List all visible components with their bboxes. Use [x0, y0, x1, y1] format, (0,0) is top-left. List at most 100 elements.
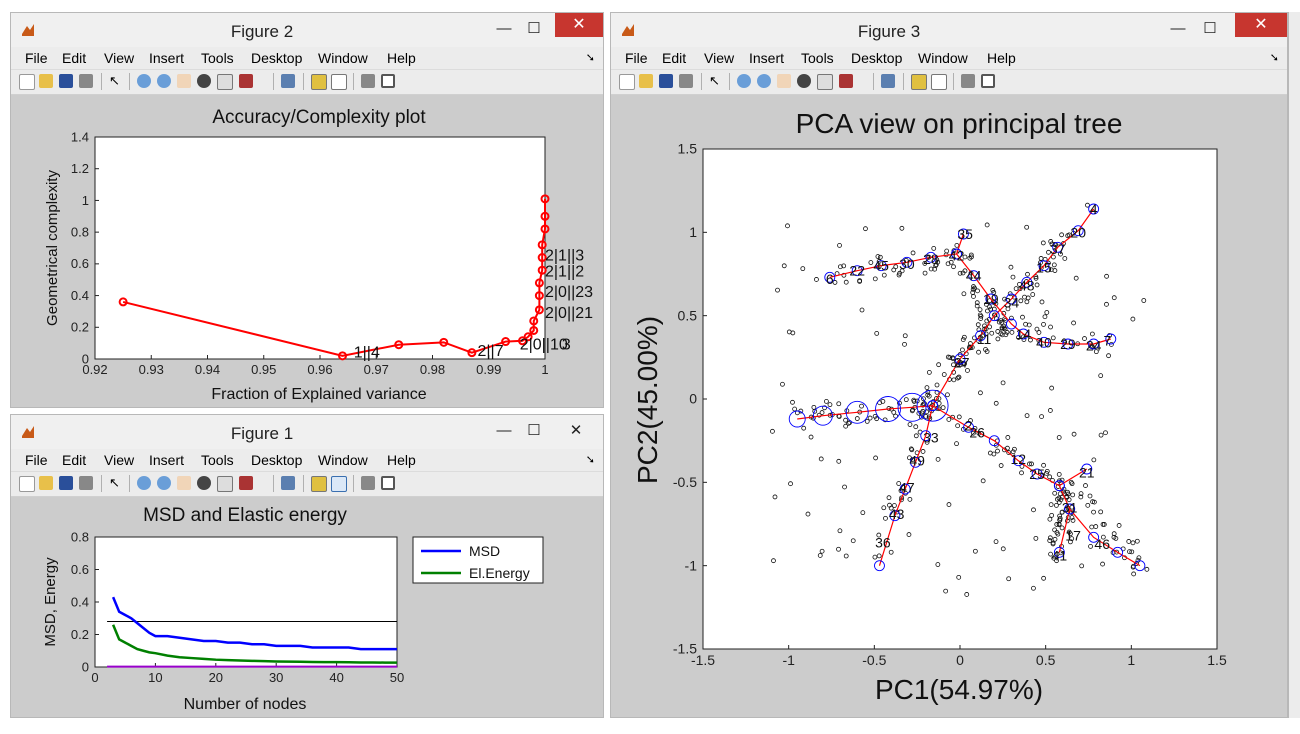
- pointer-icon[interactable]: ↖: [109, 73, 120, 88]
- menu-edit[interactable]: Edit: [62, 452, 87, 468]
- menu-desktop[interactable]: Desktop: [251, 452, 303, 468]
- menu-view[interactable]: View: [104, 452, 135, 468]
- data-cursor-icon[interactable]: [217, 476, 233, 492]
- maximize-button[interactable]: ☐: [527, 422, 541, 439]
- figure-2-titlebar[interactable]: Figure 2 — ☐ ✕: [11, 13, 603, 47]
- print-icon[interactable]: [79, 476, 93, 490]
- new-figure-icon[interactable]: [619, 74, 635, 90]
- minimize-button[interactable]: —: [496, 422, 512, 439]
- node-label: 31: [1062, 499, 1078, 515]
- menu-desktop[interactable]: Desktop: [251, 50, 303, 66]
- minimize-button[interactable]: —: [1170, 20, 1186, 37]
- sample-point: [934, 405, 940, 411]
- menu-window[interactable]: Window: [318, 452, 368, 468]
- menu-insert[interactable]: Insert: [149, 452, 185, 468]
- print-icon[interactable]: [79, 74, 93, 88]
- colorbar-icon[interactable]: [311, 74, 327, 90]
- close-button[interactable]: ✕: [569, 422, 583, 439]
- menu-file[interactable]: File: [25, 452, 48, 468]
- minimize-button[interactable]: —: [496, 20, 512, 37]
- zoom-in-icon[interactable]: [137, 74, 151, 88]
- dock-arrow-icon[interactable]: ➘: [1269, 52, 1279, 64]
- legend-icon[interactable]: [931, 74, 947, 90]
- brush-icon[interactable]: [839, 74, 853, 88]
- rotate-icon[interactable]: [197, 476, 211, 490]
- figure-3-titlebar[interactable]: Figure 3 — ☐ ✕: [611, 13, 1287, 47]
- link-plot-icon[interactable]: [881, 74, 895, 88]
- colorbar-icon[interactable]: [911, 74, 927, 90]
- zoom-out-icon[interactable]: [157, 476, 171, 490]
- data-cursor-icon[interactable]: [817, 74, 833, 90]
- sample-point: [899, 268, 905, 274]
- open-file-icon[interactable]: [39, 74, 53, 88]
- show-tools-icon[interactable]: [381, 74, 395, 88]
- open-file-icon[interactable]: [39, 476, 53, 490]
- menu-help[interactable]: Help: [987, 50, 1016, 66]
- msd-series-line: [111, 596, 397, 651]
- pointer-icon[interactable]: ↖: [109, 475, 120, 490]
- tree-node: [988, 310, 1000, 322]
- zoom-in-icon[interactable]: [137, 476, 151, 490]
- pan-icon[interactable]: [177, 476, 191, 490]
- hide-tools-icon[interactable]: [961, 74, 975, 88]
- print-icon[interactable]: [679, 74, 693, 88]
- close-button[interactable]: ✕: [555, 13, 603, 37]
- save-icon[interactable]: [59, 476, 73, 490]
- brush-icon[interactable]: [239, 74, 253, 88]
- menu-desktop[interactable]: Desktop: [851, 50, 903, 66]
- menu-help[interactable]: Help: [387, 452, 416, 468]
- maximize-button[interactable]: ☐: [1203, 20, 1217, 37]
- zoom-out-icon[interactable]: [757, 74, 771, 88]
- sample-point: [1041, 462, 1046, 468]
- hide-tools-icon[interactable]: [361, 74, 375, 88]
- menu-tools[interactable]: Tools: [201, 452, 234, 468]
- menu-tools[interactable]: Tools: [801, 50, 834, 66]
- brush-icon[interactable]: [239, 476, 253, 490]
- menu-edit[interactable]: Edit: [62, 50, 87, 66]
- open-file-icon[interactable]: [639, 74, 653, 88]
- menu-view[interactable]: View: [104, 50, 135, 66]
- x-tick-label: 40: [329, 670, 343, 685]
- data-cursor-icon[interactable]: [217, 74, 233, 90]
- pointer-icon[interactable]: ↖: [709, 73, 720, 88]
- pan-icon[interactable]: [177, 74, 191, 88]
- show-tools-icon[interactable]: [981, 74, 995, 88]
- figure-1-titlebar[interactable]: Figure 1 — ☐ ✕: [11, 415, 603, 449]
- dock-arrow-icon[interactable]: ➘: [585, 52, 595, 64]
- zoom-out-icon[interactable]: [157, 74, 171, 88]
- new-figure-icon[interactable]: [19, 476, 35, 492]
- toolbar-separator: [101, 73, 102, 90]
- link-plot-icon[interactable]: [281, 476, 295, 490]
- hide-tools-icon[interactable]: [361, 476, 375, 490]
- rotate-icon[interactable]: [797, 74, 811, 88]
- menu-file[interactable]: File: [625, 50, 648, 66]
- menu-help[interactable]: Help: [387, 50, 416, 66]
- rotate-icon[interactable]: [197, 74, 211, 88]
- zoom-in-icon[interactable]: [737, 74, 751, 88]
- close-button[interactable]: ✕: [1235, 13, 1287, 37]
- legend-icon[interactable]: [331, 476, 347, 492]
- menu-file[interactable]: File: [25, 50, 48, 66]
- menu-view[interactable]: View: [704, 50, 735, 66]
- sample-point: [888, 505, 894, 511]
- save-icon[interactable]: [659, 74, 673, 88]
- pan-icon[interactable]: [777, 74, 791, 88]
- save-icon[interactable]: [59, 74, 73, 88]
- menu-window[interactable]: Window: [318, 50, 368, 66]
- legend[interactable]: MSD El.Energy: [412, 536, 544, 584]
- colorbar-icon[interactable]: [311, 476, 327, 492]
- legend-icon[interactable]: [331, 74, 347, 90]
- link-plot-icon[interactable]: [281, 74, 295, 88]
- dock-arrow-icon[interactable]: ➘: [585, 454, 595, 466]
- menu-window[interactable]: Window: [918, 50, 968, 66]
- menu-tools[interactable]: Tools: [201, 50, 234, 66]
- tree-node: [985, 293, 997, 305]
- menu-insert[interactable]: Insert: [749, 50, 785, 66]
- menu-insert[interactable]: Insert: [149, 50, 185, 66]
- menu-edit[interactable]: Edit: [662, 50, 687, 66]
- maximize-button[interactable]: ☐: [527, 20, 541, 37]
- new-figure-icon[interactable]: [19, 74, 35, 90]
- sample-point: [924, 385, 930, 391]
- show-tools-icon[interactable]: [381, 476, 395, 490]
- sample-point: [1070, 492, 1076, 498]
